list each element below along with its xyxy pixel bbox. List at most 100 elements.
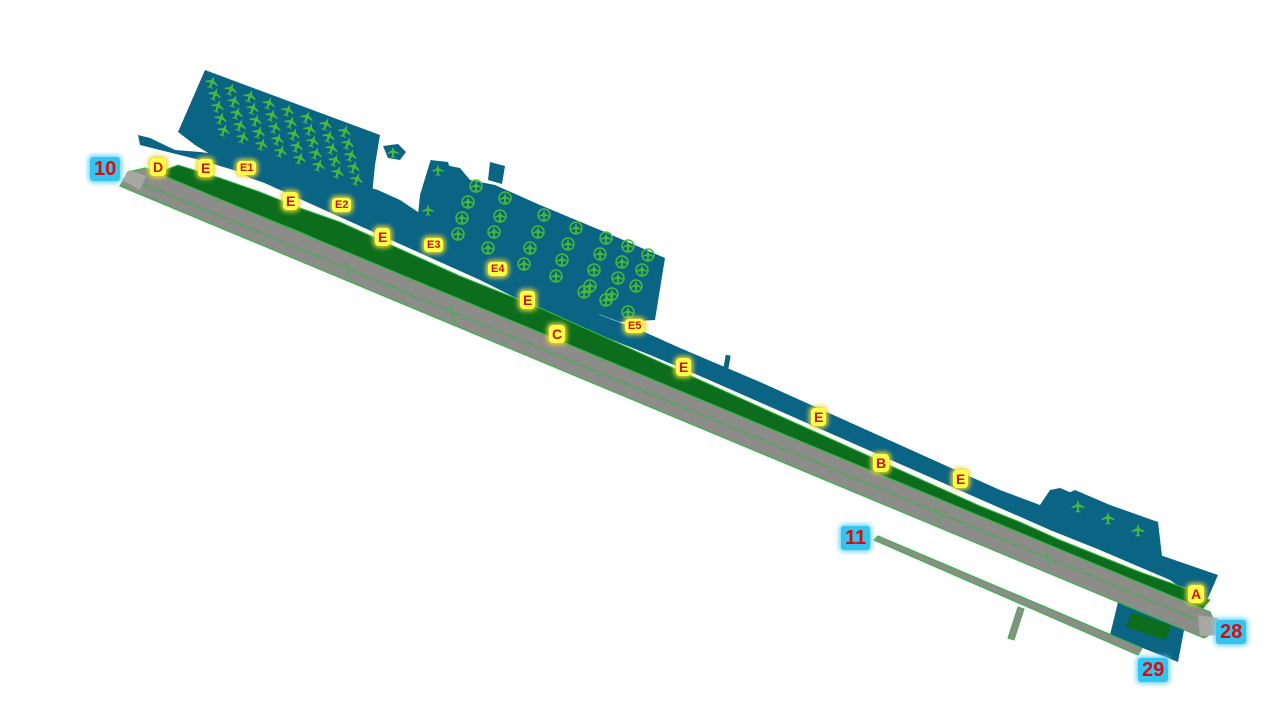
aircraft-icon <box>537 208 551 222</box>
aircraft-icon <box>1101 511 1115 525</box>
aircraft-icon <box>205 76 218 90</box>
aircraft-icon <box>569 221 583 235</box>
aircraft-icon <box>1071 499 1085 513</box>
taxiway-label-e: E <box>953 470 969 488</box>
aircraft-icon <box>293 152 306 166</box>
aircraft-icon <box>611 271 625 285</box>
aircraft-icon <box>243 90 256 104</box>
taxiway-label-e: E <box>676 358 692 376</box>
aircraft-icon <box>432 164 444 176</box>
aircraft-icon <box>265 109 278 123</box>
runway-11-29-stub <box>1007 606 1025 641</box>
aircraft-icon <box>255 138 268 152</box>
aircraft-icon <box>599 231 613 245</box>
apron-stub <box>722 354 731 376</box>
aircraft-layer <box>205 76 1145 537</box>
aircraft-icon <box>281 104 294 118</box>
aircraft-icon <box>233 119 246 133</box>
aircraft-icon <box>587 263 601 277</box>
aircraft-icon <box>493 209 507 223</box>
runway-11-29 <box>872 535 1143 656</box>
aircraft-icon <box>387 146 399 158</box>
aircraft-icon <box>347 161 360 175</box>
runway-segment-divider-3 <box>934 504 941 524</box>
grass-south-box <box>1126 612 1172 640</box>
taxiway-label-e1: E1 <box>237 161 257 175</box>
aircraft-icon <box>268 121 281 135</box>
aircraft-icon <box>262 97 275 111</box>
aircraft-icon <box>300 111 313 125</box>
aircraft-icon <box>593 247 607 261</box>
runway-label-10: 10 <box>90 157 121 181</box>
taxiway-label-b: B <box>873 454 890 472</box>
aircraft-icon <box>331 166 344 180</box>
apron-areas <box>138 70 1218 662</box>
aircraft-icon <box>641 248 655 262</box>
aircraft-icon <box>605 287 619 301</box>
runway-10-28-surface <box>119 167 1219 639</box>
taxiway-label-d: D <box>150 158 167 176</box>
aircraft-icon <box>224 83 237 97</box>
runway-segment-divider-4 <box>1044 549 1051 569</box>
aircraft-icon <box>319 118 332 132</box>
aircraft-icon <box>561 237 575 251</box>
aircraft-icon <box>498 191 512 205</box>
aircraft-icon <box>451 227 465 241</box>
aircraft-icon <box>531 225 545 239</box>
aircraft-icon <box>208 88 221 102</box>
runway-10-28-centerline <box>132 179 1211 626</box>
runway-10-threshold <box>122 170 146 190</box>
runway-label-29: 29 <box>1138 658 1169 682</box>
aircraft-icon <box>249 114 262 128</box>
aircraft-icon <box>287 128 300 142</box>
taxiway-label-e3: E3 <box>424 238 444 252</box>
runway-11-29-surface <box>872 535 1143 656</box>
aircraft-icon <box>274 145 287 159</box>
aircraft-icon <box>523 241 537 255</box>
aircraft-icon <box>555 253 569 267</box>
aircraft-icon <box>338 125 351 139</box>
aircraft-icon <box>303 123 316 137</box>
aircraft-icon <box>615 255 629 269</box>
aircraft-icon <box>635 263 649 277</box>
taxiway-label-c: C <box>549 325 566 343</box>
aircraft-icon <box>227 95 240 109</box>
aircraft-icon <box>621 305 635 319</box>
runway-segment-divider-2 <box>449 304 456 324</box>
aircraft-icon <box>583 279 597 293</box>
aircraft-icon <box>481 241 495 255</box>
taxiway-label-a: A <box>1188 585 1205 603</box>
aircraft-icon <box>236 131 249 145</box>
aircraft-icon <box>325 142 338 156</box>
aircraft-icon <box>469 179 483 193</box>
apron-central-stand <box>418 162 665 322</box>
taxiway-label-e: E <box>198 159 214 177</box>
apron-small-2 <box>430 160 452 178</box>
aircraft-icon <box>455 211 469 225</box>
aircraft-icon <box>629 279 643 293</box>
runway-28-threshold <box>1198 615 1220 636</box>
aircraft-icon <box>328 154 341 168</box>
taxiway-label-e: E <box>283 192 299 210</box>
taxiway-label-e4: E4 <box>488 262 508 276</box>
aircraft-icon <box>341 137 354 151</box>
aircraft-icon <box>517 257 531 271</box>
aircraft-icon <box>549 269 563 283</box>
aircraft-icon <box>230 107 243 121</box>
aircraft-icon <box>306 135 319 149</box>
aircraft-icon <box>271 133 284 147</box>
aircraft-icon <box>246 102 259 116</box>
taxiway-label-e: E <box>811 408 827 426</box>
aircraft-icon <box>312 159 325 173</box>
aircraft-icon <box>211 100 224 114</box>
aircraft-icon <box>290 140 303 154</box>
aircraft-icon <box>322 130 335 144</box>
aircraft-icon <box>350 173 363 187</box>
aircraft-icon <box>1131 523 1145 537</box>
aircraft-icon <box>309 147 322 161</box>
runway-label-11: 11 <box>841 526 871 550</box>
apron-small-3 <box>488 162 505 184</box>
runway-10-28 <box>119 167 1220 639</box>
